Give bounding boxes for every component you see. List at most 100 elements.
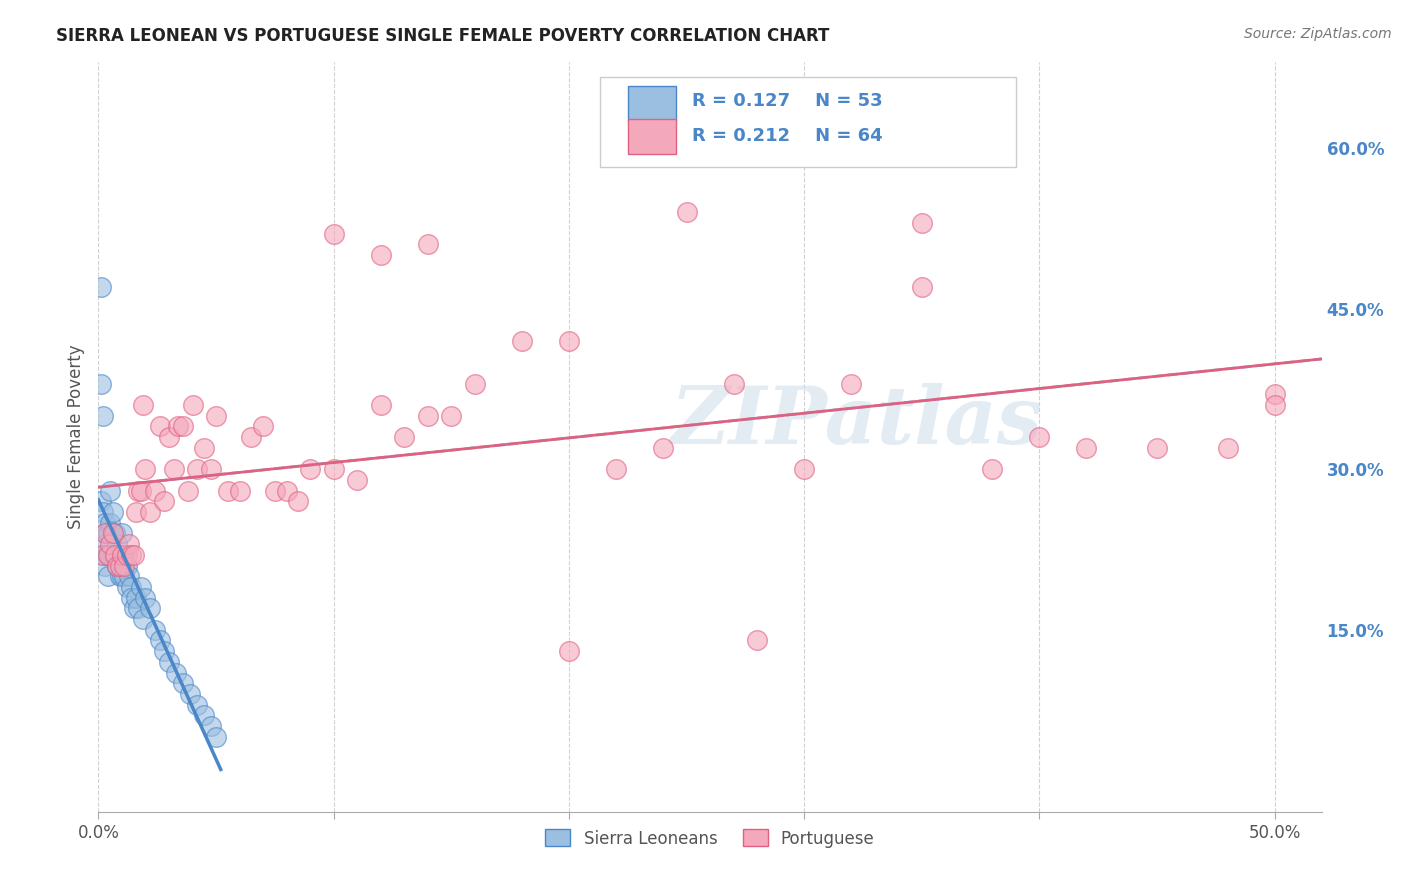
Point bbox=[157, 655, 180, 669]
Point bbox=[97, 548, 120, 562]
Point bbox=[90, 280, 112, 294]
Point bbox=[252, 419, 274, 434]
Point bbox=[134, 462, 156, 476]
Point bbox=[723, 376, 745, 391]
Point bbox=[177, 483, 200, 498]
Point bbox=[605, 462, 627, 476]
Point bbox=[149, 633, 172, 648]
Point bbox=[228, 483, 250, 498]
Point bbox=[101, 526, 124, 541]
Point bbox=[287, 494, 309, 508]
Point bbox=[322, 462, 344, 476]
Point bbox=[115, 558, 138, 573]
Point bbox=[104, 526, 127, 541]
Point bbox=[118, 537, 141, 551]
Point bbox=[125, 591, 148, 605]
Point bbox=[105, 558, 128, 573]
Point bbox=[276, 483, 298, 498]
Point bbox=[105, 537, 128, 551]
Point bbox=[90, 494, 112, 508]
Point bbox=[125, 505, 148, 519]
Point bbox=[134, 591, 156, 605]
Point bbox=[143, 483, 166, 498]
Point bbox=[91, 548, 114, 562]
Point bbox=[652, 441, 675, 455]
Point bbox=[139, 601, 162, 615]
Point bbox=[122, 601, 145, 615]
Point bbox=[105, 558, 128, 573]
Point bbox=[179, 687, 201, 701]
Point bbox=[94, 516, 117, 530]
Point bbox=[143, 623, 166, 637]
Point bbox=[172, 419, 194, 434]
Point bbox=[111, 548, 134, 562]
Point bbox=[94, 526, 117, 541]
Point bbox=[464, 376, 486, 391]
Point bbox=[186, 462, 208, 476]
FancyBboxPatch shape bbox=[628, 120, 676, 153]
Point bbox=[129, 580, 152, 594]
Point bbox=[263, 483, 285, 498]
Point bbox=[153, 494, 176, 508]
Text: R = 0.127    N = 53: R = 0.127 N = 53 bbox=[692, 93, 883, 111]
Point bbox=[90, 376, 112, 391]
Point bbox=[167, 419, 190, 434]
Point bbox=[370, 398, 392, 412]
Point bbox=[111, 569, 134, 583]
Point bbox=[98, 483, 121, 498]
Point bbox=[112, 548, 135, 562]
Point bbox=[163, 462, 186, 476]
Point bbox=[91, 548, 114, 562]
Point bbox=[153, 644, 176, 658]
Point bbox=[115, 580, 138, 594]
Point bbox=[98, 548, 121, 562]
Point bbox=[200, 462, 222, 476]
Point bbox=[322, 227, 344, 241]
Point bbox=[1264, 398, 1286, 412]
Text: ZIPatlas: ZIPatlas bbox=[671, 384, 1043, 461]
Point bbox=[122, 548, 145, 562]
Point bbox=[299, 462, 322, 476]
Point bbox=[108, 558, 131, 573]
Point bbox=[240, 430, 263, 444]
Point bbox=[675, 205, 697, 219]
Point bbox=[97, 526, 120, 541]
Point bbox=[132, 612, 155, 626]
Point bbox=[127, 601, 149, 615]
Point bbox=[97, 548, 120, 562]
Point bbox=[416, 237, 439, 252]
Point bbox=[101, 526, 124, 541]
Point bbox=[392, 430, 416, 444]
Point bbox=[911, 280, 934, 294]
Point bbox=[104, 548, 127, 562]
Point bbox=[193, 708, 215, 723]
Point bbox=[200, 719, 222, 733]
Point bbox=[558, 644, 581, 658]
Point bbox=[101, 548, 124, 562]
Point bbox=[118, 569, 141, 583]
Point bbox=[101, 505, 124, 519]
Point bbox=[205, 730, 228, 744]
Point bbox=[793, 462, 815, 476]
Point bbox=[1028, 430, 1050, 444]
Point bbox=[129, 483, 152, 498]
Point bbox=[112, 558, 135, 573]
Point bbox=[108, 569, 131, 583]
Point bbox=[108, 548, 131, 562]
Text: Source: ZipAtlas.com: Source: ZipAtlas.com bbox=[1244, 27, 1392, 41]
Point bbox=[440, 409, 463, 423]
Point bbox=[111, 526, 134, 541]
Y-axis label: Single Female Poverty: Single Female Poverty bbox=[66, 345, 84, 529]
Point bbox=[346, 473, 368, 487]
Point bbox=[120, 591, 142, 605]
Point bbox=[745, 633, 768, 648]
Text: SIERRA LEONEAN VS PORTUGUESE SINGLE FEMALE POVERTY CORRELATION CHART: SIERRA LEONEAN VS PORTUGUESE SINGLE FEMA… bbox=[56, 27, 830, 45]
Point bbox=[115, 548, 138, 562]
Point bbox=[139, 505, 162, 519]
Point bbox=[94, 537, 117, 551]
Point bbox=[149, 419, 172, 434]
Text: R = 0.212    N = 64: R = 0.212 N = 64 bbox=[692, 127, 883, 145]
Point bbox=[911, 216, 934, 230]
Point bbox=[104, 548, 127, 562]
Point bbox=[510, 334, 533, 348]
